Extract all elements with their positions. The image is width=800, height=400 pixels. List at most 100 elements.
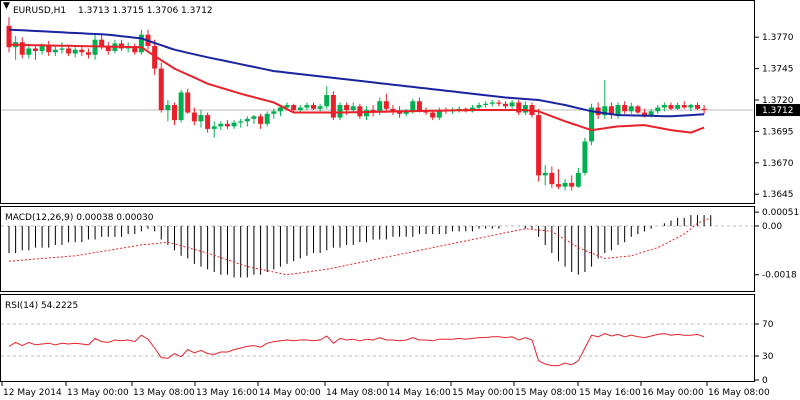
candle-body <box>258 116 264 124</box>
candle-body <box>46 45 52 53</box>
candle-body <box>410 101 416 112</box>
candle-body <box>648 111 654 116</box>
candle <box>244 116 250 127</box>
candle <box>655 105 661 114</box>
candle <box>264 111 270 127</box>
candle-body <box>377 101 383 113</box>
candle <box>522 101 528 116</box>
candle <box>476 102 482 111</box>
ma-fast-line <box>8 43 705 134</box>
candle-body <box>72 49 78 54</box>
macd-signal-line <box>8 217 711 276</box>
time-tick-label: 16 May 00:00 <box>642 388 704 398</box>
candle-body <box>264 113 270 124</box>
candle <box>575 167 581 188</box>
candle-body <box>661 105 667 108</box>
candle-body <box>622 105 628 112</box>
candle-body <box>562 182 568 187</box>
rsi-tick-label: 0 <box>762 376 768 386</box>
candle <box>6 17 12 53</box>
candle-body <box>390 108 396 112</box>
candle-body <box>536 115 542 176</box>
candle-body <box>655 107 661 112</box>
candle-body <box>224 123 230 127</box>
candle-body <box>436 110 442 118</box>
candle <box>59 42 65 54</box>
candle <box>172 102 177 126</box>
candle <box>622 101 628 114</box>
price-layer <box>1 17 753 191</box>
candle-body <box>694 105 700 109</box>
candle-body <box>416 101 422 111</box>
candle <box>675 102 681 111</box>
macd-panel[interactable] <box>0 206 755 292</box>
candle-body <box>277 107 283 112</box>
time-tick-label: 14 May 08:00 <box>326 388 388 398</box>
current-price-label: 1.3712 <box>762 106 794 116</box>
candle <box>615 102 621 119</box>
candle-body <box>284 105 290 108</box>
collapse-triangle-icon[interactable]: ▼ <box>3 1 10 11</box>
price-tick-label: 1.3645 <box>762 190 794 200</box>
rsi-tick-label: 30 <box>762 352 774 362</box>
ohlc-label: 1.3713 1.3715 1.3706 1.3712 <box>78 6 213 16</box>
candle <box>503 101 508 109</box>
candle-body <box>211 126 217 129</box>
candle <box>688 103 694 112</box>
candle-body <box>344 105 350 111</box>
candle-body <box>483 103 489 106</box>
candle-body <box>582 141 588 173</box>
candle-body <box>99 39 105 46</box>
candle <box>628 102 634 114</box>
candle-body <box>569 182 575 187</box>
candle-body <box>304 105 310 108</box>
candle-body <box>66 48 72 54</box>
candle-body <box>59 48 65 50</box>
candle <box>516 99 522 116</box>
candle <box>569 175 575 191</box>
time-tick-label: 13 May 08:00 <box>133 388 195 398</box>
candle-body <box>185 92 191 113</box>
candle <box>549 166 555 188</box>
candle <box>635 105 641 114</box>
candle <box>105 42 111 55</box>
candle <box>132 43 138 55</box>
candle <box>72 47 78 58</box>
candle-body <box>317 106 323 109</box>
candle-body <box>701 108 707 111</box>
candle <box>701 105 707 114</box>
candle-body <box>503 103 508 107</box>
candle-body <box>205 115 211 129</box>
candle <box>483 101 489 108</box>
candle-body <box>152 45 158 69</box>
candle-body <box>6 25 12 48</box>
candle-body <box>238 121 244 123</box>
price-tick-label: 1.3745 <box>762 65 794 75</box>
candle <box>218 121 224 131</box>
macd-tick-label: -0.0018 <box>762 271 797 281</box>
candle <box>403 108 409 117</box>
candle <box>297 105 303 113</box>
candle-body <box>132 45 138 53</box>
candle <box>337 102 343 121</box>
candle <box>661 102 667 112</box>
candle <box>542 165 548 186</box>
candle <box>251 115 257 124</box>
candle <box>383 93 389 113</box>
candle-body <box>178 92 184 121</box>
candle <box>258 113 264 129</box>
rsi-tick-label: 70 <box>762 320 774 330</box>
candle <box>350 102 356 113</box>
candle-body <box>158 68 164 111</box>
macd-tick-label: 0.00 <box>762 222 782 232</box>
candle-body <box>251 116 257 119</box>
time-tick-label: 13 May 16:00 <box>196 388 258 398</box>
candle <box>178 89 184 123</box>
candle <box>509 99 515 109</box>
candle-body <box>589 107 595 142</box>
candle-body <box>602 106 608 116</box>
time-tick-label: 16 May 08:00 <box>708 388 770 398</box>
candle <box>330 91 336 121</box>
macd-layer <box>1 215 753 278</box>
